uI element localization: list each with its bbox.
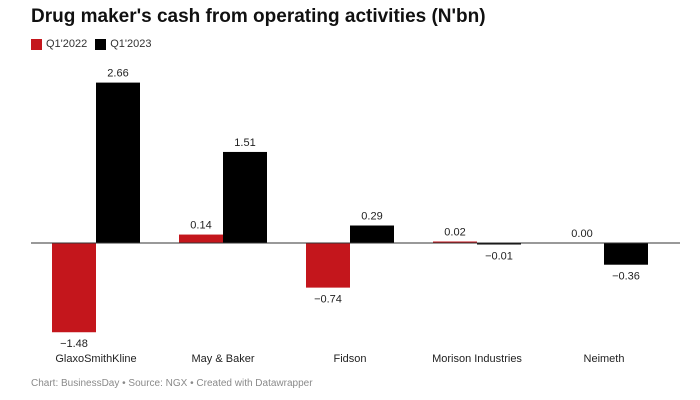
bar-3-0 [433,241,477,243]
chart-title: Drug maker's cash from operating activit… [31,6,486,27]
value-label-1-0: 0.14 [190,220,211,232]
legend-item-q1-2022: Q1'2022 [31,38,87,50]
value-labels-group: −1.48 2.66 0.14 1.51 −0.74 0.29 0.02 −0.01 0.00 −… [60,68,640,351]
bar-0-0 [52,243,96,333]
bar-3-1 [477,243,521,245]
legend-label-q1-2023: Q1'2023 [110,38,152,50]
value-label-2-0: −0.74 [314,294,342,306]
category-label-0: GlaxoSmithKline [55,353,136,365]
bar-0-1 [96,82,140,244]
legend-label-q1-2022: Q1'2022 [46,38,88,50]
bar-4-1 [604,243,648,265]
legend-swatch-q1-2022 [31,38,42,50]
value-label-1-1: 1.51 [234,137,255,149]
source-note: Chart: BusinessDay • Source: NGX • Creat… [31,378,313,389]
category-label-1: May & Baker [192,353,255,365]
legend-item-q1-2023: Q1'2023 [95,38,152,50]
legend: Q1'2022 Q1'2023 [31,38,160,50]
bar-2-0 [306,243,350,288]
value-label-3-1: −0.01 [485,251,513,263]
value-label-4-1: −0.36 [612,271,640,283]
legend-swatch-q1-2023 [95,38,107,50]
bar-1-0 [179,234,223,243]
category-label-3: Morison Industries [432,353,522,365]
category-label-4: Neimeth [584,353,625,365]
value-label-4-0: 0.00 [571,228,592,240]
bar-1-1 [223,151,267,243]
category-label-2: Fidson [333,353,366,365]
value-label-2-1: 0.29 [361,211,382,223]
bar-2-1 [350,225,394,243]
value-label-0-0: −1.48 [60,338,88,350]
bars-group [52,82,648,333]
value-label-3-0: 0.02 [444,227,465,239]
value-label-0-1: 2.66 [107,68,128,80]
category-labels-group: GlaxoSmithKline May & Baker Fidson Morison … [55,353,624,365]
